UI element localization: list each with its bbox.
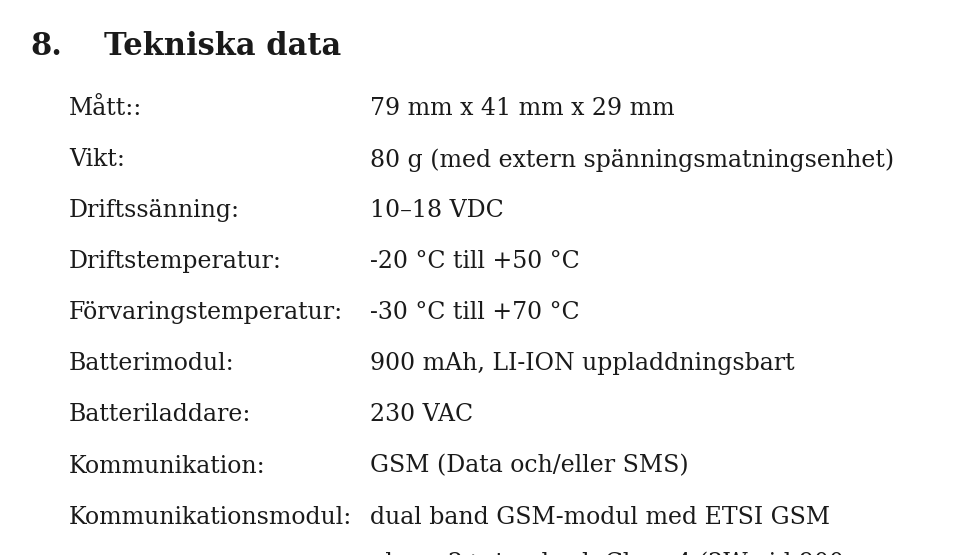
Text: Mått::: Mått::	[69, 97, 142, 120]
Text: phase 2+standard. Class 4 (2W vid 900: phase 2+standard. Class 4 (2W vid 900	[370, 552, 844, 555]
Text: -20 °C till +50 °C: -20 °C till +50 °C	[370, 250, 579, 273]
Text: 230 VAC: 230 VAC	[370, 403, 472, 426]
Text: -30 °C till +70 °C: -30 °C till +70 °C	[370, 301, 579, 324]
Text: Driftstemperatur:: Driftstemperatur:	[69, 250, 282, 273]
Text: 79 mm x 41 mm x 29 mm: 79 mm x 41 mm x 29 mm	[370, 97, 674, 120]
Text: Tekniska data: Tekniska data	[104, 31, 341, 62]
Text: Vikt:: Vikt:	[69, 148, 125, 171]
Text: 10–18 VDC: 10–18 VDC	[370, 199, 503, 222]
Text: Förvaringstemperatur:: Förvaringstemperatur:	[69, 301, 344, 324]
Text: Kommunikation:: Kommunikation:	[69, 455, 266, 477]
Text: Kommunikationsmodul:: Kommunikationsmodul:	[69, 506, 352, 528]
Text: Driftssänning:: Driftssänning:	[69, 199, 240, 222]
Text: Batteriladdare:: Batteriladdare:	[69, 403, 252, 426]
Text: 80 g (med extern spänningsmatningsenhet): 80 g (med extern spänningsmatningsenhet)	[370, 148, 894, 171]
Text: 8.: 8.	[31, 31, 62, 62]
Text: GSM (Data och/eller SMS): GSM (Data och/eller SMS)	[370, 455, 688, 477]
Text: 900 mAh, LI-ION uppladdningsbart: 900 mAh, LI-ION uppladdningsbart	[370, 352, 794, 375]
Text: dual band GSM-modul med ETSI GSM: dual band GSM-modul med ETSI GSM	[370, 506, 829, 528]
Text: Batterimodul:: Batterimodul:	[69, 352, 235, 375]
